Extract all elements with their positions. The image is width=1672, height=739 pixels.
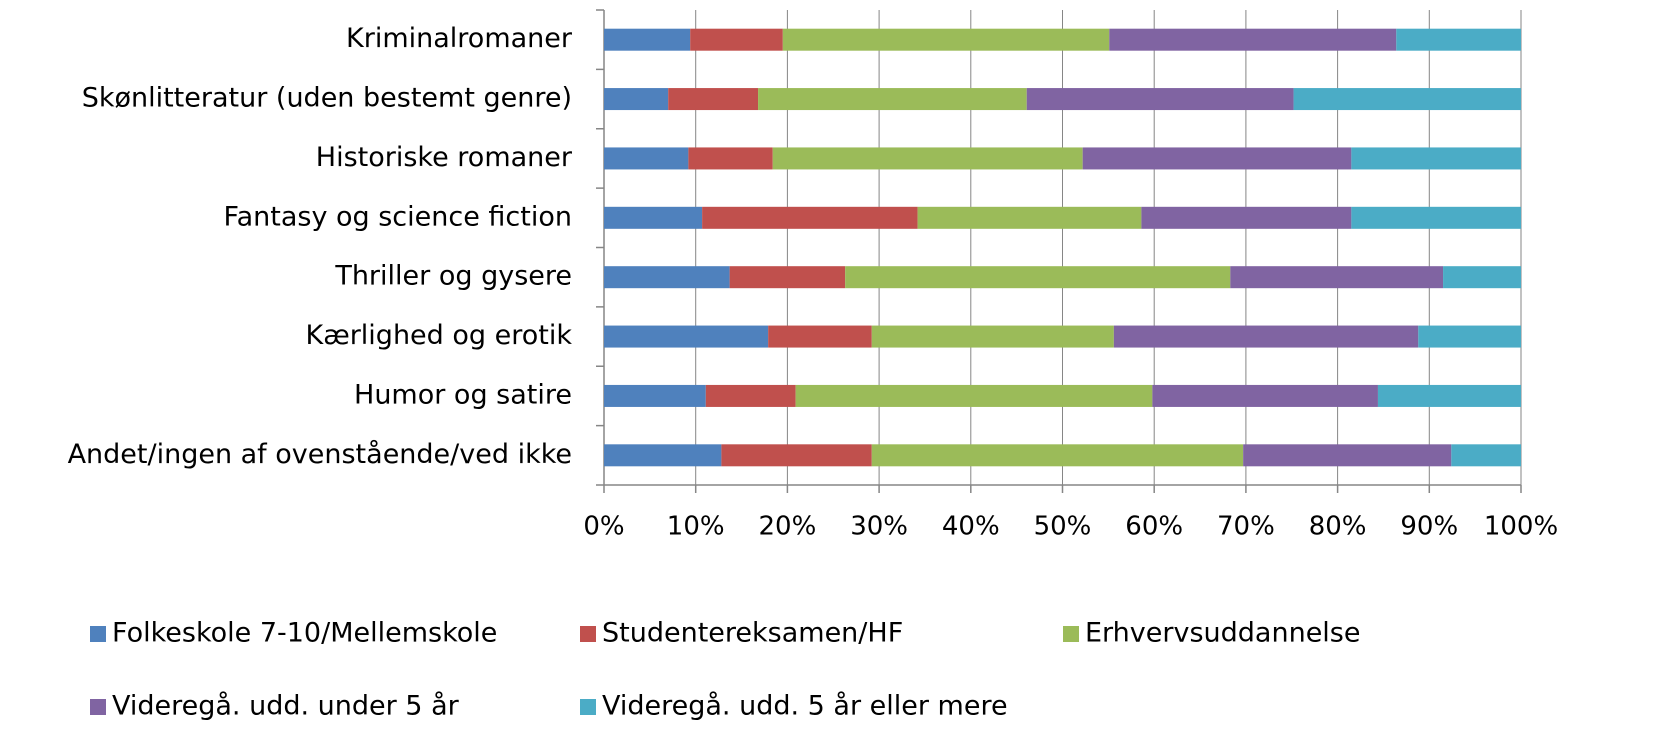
bar-segment bbox=[1243, 444, 1452, 467]
y-tick-label: Andet/ingen af ovenstående/ved ikke bbox=[68, 439, 572, 470]
legend-label: Erhvervsuddannelse bbox=[1085, 618, 1360, 649]
legend-swatch bbox=[580, 699, 596, 715]
y-tick-label: Historiske romaner bbox=[316, 142, 573, 173]
bar-segment bbox=[1230, 266, 1444, 289]
legend-swatch bbox=[90, 626, 106, 642]
bar-segment bbox=[668, 88, 759, 111]
bar-segment bbox=[604, 325, 769, 348]
legend-swatch bbox=[90, 699, 106, 715]
bar-segment bbox=[604, 444, 722, 467]
bar-segment bbox=[604, 206, 703, 229]
legend-swatch bbox=[580, 626, 596, 642]
y-tick-label: Kriminalromaner bbox=[346, 23, 573, 54]
x-tick-label: 50% bbox=[1034, 512, 1092, 542]
x-tick-label: 40% bbox=[942, 512, 1000, 542]
bar-segment bbox=[690, 28, 783, 51]
bar-segment bbox=[1351, 206, 1521, 229]
bar-segment bbox=[768, 325, 872, 348]
bar-segment bbox=[1026, 88, 1294, 111]
bar-segment bbox=[1351, 147, 1521, 170]
bar-segment bbox=[871, 325, 1114, 348]
y-tick-label: Kærlighed og erotik bbox=[305, 320, 572, 351]
y-tick-label: Humor og satire bbox=[354, 379, 572, 410]
x-tick-label: 80% bbox=[1309, 512, 1367, 542]
y-tick-label: Fantasy og science fiction bbox=[224, 201, 572, 232]
bar-segment bbox=[795, 384, 1153, 407]
bar-segment bbox=[758, 88, 1027, 111]
bar-segment bbox=[845, 266, 1231, 289]
bar-segment bbox=[721, 444, 872, 467]
bar-segment bbox=[1443, 266, 1521, 289]
x-tick-label: 60% bbox=[1125, 512, 1183, 542]
x-tick-label: 0% bbox=[583, 512, 624, 542]
legend-swatch bbox=[1063, 626, 1079, 642]
bar-segment bbox=[604, 88, 669, 111]
bar-segment bbox=[604, 147, 689, 170]
bar-segment bbox=[688, 147, 773, 170]
y-tick-label: Thriller og gysere bbox=[334, 261, 572, 292]
bar-segment bbox=[1152, 384, 1378, 407]
bar-segment bbox=[1293, 88, 1521, 111]
x-tick-label: 10% bbox=[667, 512, 725, 542]
bar-segment bbox=[705, 384, 796, 407]
bar-segment bbox=[604, 28, 691, 51]
legend-label: Studentereksamen/HF bbox=[602, 618, 903, 649]
bar-segment bbox=[1396, 28, 1521, 51]
x-tick-label: 20% bbox=[759, 512, 817, 542]
bar-segment bbox=[917, 206, 1142, 229]
bar-segment bbox=[729, 266, 846, 289]
legend-label: Folkeskole 7-10/Mellemskole bbox=[112, 618, 497, 649]
bar-segment bbox=[702, 206, 918, 229]
bar-segment bbox=[604, 384, 706, 407]
x-tick-label: 100% bbox=[1484, 512, 1558, 542]
bar-segment bbox=[1377, 384, 1521, 407]
legend-label: Videregå. udd. 5 år eller mere bbox=[602, 691, 1008, 722]
legend-label: Videregå. udd. under 5 år bbox=[112, 691, 460, 722]
bar-segment bbox=[782, 28, 1110, 51]
bar-segment bbox=[1451, 444, 1521, 467]
bar-segment bbox=[1141, 206, 1352, 229]
x-tick-label: 30% bbox=[850, 512, 908, 542]
y-tick-label: Skønlitteratur (uden bestemt genre) bbox=[82, 83, 572, 114]
bar-segment bbox=[604, 266, 730, 289]
bar-segment bbox=[1109, 28, 1397, 51]
bar-segment bbox=[1418, 325, 1521, 348]
bar-segment bbox=[1082, 147, 1352, 170]
bar-segment bbox=[772, 147, 1083, 170]
x-tick-label: 70% bbox=[1217, 512, 1275, 542]
x-tick-label: 90% bbox=[1400, 512, 1458, 542]
bar-segment bbox=[871, 444, 1244, 467]
bar-segment bbox=[1113, 325, 1419, 348]
